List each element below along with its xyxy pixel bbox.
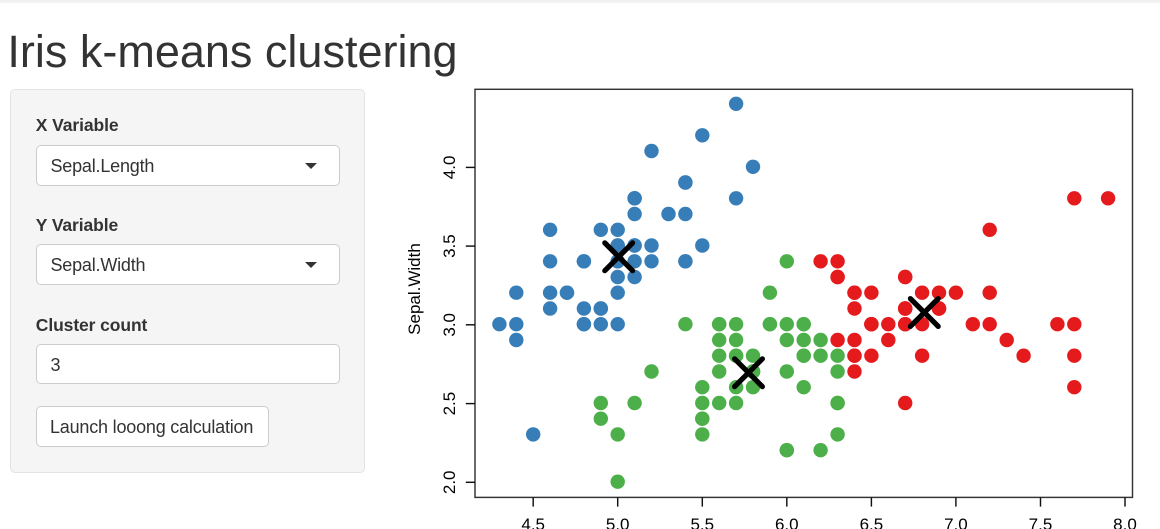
svg-text:3.5: 3.5: [440, 234, 459, 258]
svg-text:5.5: 5.5: [690, 515, 714, 529]
svg-text:3.0: 3.0: [440, 313, 459, 337]
svg-text:4.5: 4.5: [521, 515, 545, 529]
svg-text:6.5: 6.5: [860, 515, 884, 529]
svg-text:Sepal.Width: Sepal.Width: [405, 243, 424, 335]
svg-text:4.0: 4.0: [440, 156, 459, 180]
svg-text:6.0: 6.0: [775, 515, 799, 529]
svg-text:8.0: 8.0: [1113, 515, 1137, 529]
svg-text:7.5: 7.5: [1029, 515, 1053, 529]
svg-text:5.0: 5.0: [606, 515, 630, 529]
svg-text:7.0: 7.0: [944, 515, 968, 529]
svg-text:2.5: 2.5: [440, 392, 459, 416]
svg-text:2.0: 2.0: [440, 470, 459, 494]
